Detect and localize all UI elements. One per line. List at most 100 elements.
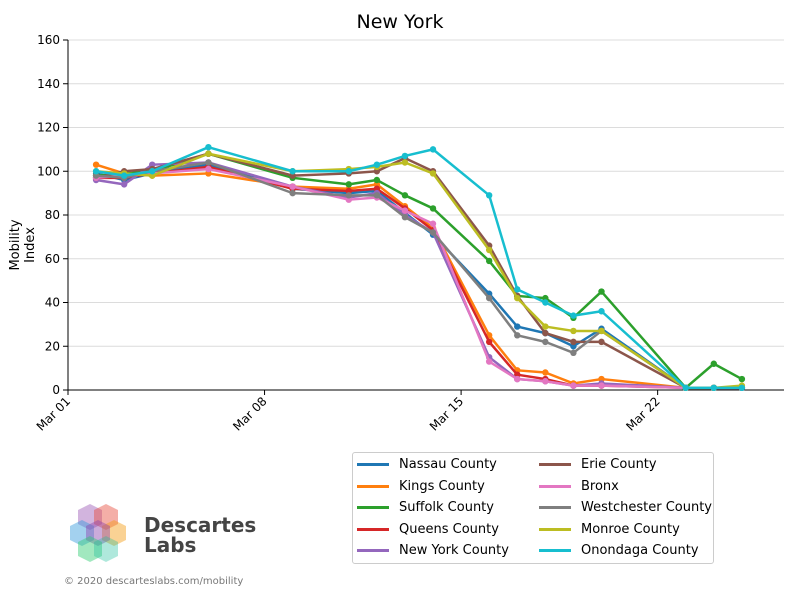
data-point-westchester-county <box>570 349 577 357</box>
legend-swatch <box>539 463 571 466</box>
data-point-westchester-county <box>542 338 549 346</box>
x-tick-label: Mar 08 <box>230 394 269 433</box>
legend-item: Bronx <box>539 478 619 496</box>
data-point-bronx <box>401 207 409 214</box>
data-point-queens-county <box>373 185 381 192</box>
legend-item: New York County <box>357 542 509 560</box>
legend-label: Erie County <box>581 457 657 472</box>
data-point-bronx <box>598 382 605 389</box>
y-tick-label: 40 <box>45 296 60 310</box>
x-tick-label: Mar 01 <box>34 394 73 433</box>
legend-swatch <box>539 506 571 509</box>
data-point-suffolk-county <box>401 192 409 199</box>
y-tick-label: 60 <box>45 252 60 266</box>
y-tick-label: 120 <box>37 121 60 135</box>
data-point-onondaga-county <box>542 299 549 306</box>
data-point-westchester-county <box>401 213 409 221</box>
data-point-monroe-county <box>149 172 156 179</box>
data-point-suffolk-county <box>429 205 437 212</box>
logo-hexagons-icon <box>70 504 126 562</box>
data-point-kings-county <box>373 181 381 188</box>
data-point-suffolk-county <box>485 257 493 265</box>
data-point-onondaga-county <box>710 384 718 392</box>
legend-swatch <box>539 549 571 552</box>
data-point-erie-county <box>373 168 381 175</box>
legend-item: Monroe County <box>539 521 680 539</box>
data-point-bronx <box>289 183 296 190</box>
data-point-westchester-county <box>92 172 100 179</box>
legend-item: Erie County <box>539 456 657 474</box>
legend-label: Suffolk County <box>399 500 494 515</box>
data-point-suffolk-county <box>738 375 746 383</box>
legend-swatch <box>357 549 389 552</box>
data-point-monroe-county <box>514 294 521 302</box>
legend-item: Suffolk County <box>357 499 494 517</box>
logo-text-line2: Labs <box>144 533 197 557</box>
data-point-onondaga-county <box>149 168 156 175</box>
legend-item: Onondaga County <box>539 542 699 560</box>
legend-swatch <box>539 484 571 488</box>
y-tick-label: 140 <box>37 77 60 91</box>
data-point-suffolk-county <box>542 294 549 302</box>
logo-text: Descartes Labs <box>144 515 256 555</box>
chart-legend: Nassau County Kings County Suffolk County Q… <box>352 452 714 564</box>
legend-swatch <box>357 484 389 488</box>
series-line-kings-county <box>95 163 742 390</box>
data-point-monroe-county <box>429 170 437 177</box>
data-point-new-york-county <box>149 161 156 168</box>
data-point-onondaga-county <box>570 312 577 319</box>
data-point-suffolk-county <box>345 181 352 188</box>
data-point-onondaga-county <box>205 143 212 151</box>
data-point-onondaga-county <box>401 152 409 160</box>
legend-item: Queens County <box>357 521 499 539</box>
data-point-bronx <box>205 165 212 173</box>
data-point-onondaga-county <box>120 172 128 179</box>
legend-label: Nassau County <box>399 457 497 472</box>
data-point-onondaga-county <box>598 308 605 315</box>
data-point-monroe-county <box>598 327 605 335</box>
data-point-nassau-county <box>514 323 521 330</box>
legend-swatch <box>357 506 389 509</box>
data-point-erie-county <box>542 329 549 337</box>
y-tick-label: 20 <box>45 339 60 353</box>
legend-swatch <box>357 527 389 531</box>
data-point-monroe-county <box>205 150 212 157</box>
data-point-erie-county <box>570 338 577 346</box>
data-point-new-york-county <box>120 181 128 188</box>
series-line-erie-county <box>95 152 742 390</box>
legend-label: Queens County <box>399 521 499 537</box>
series-line-onondaga-county <box>95 145 742 390</box>
data-point-westchester-county <box>429 229 437 236</box>
data-point-bronx <box>570 382 577 389</box>
data-point-monroe-county <box>485 246 493 254</box>
data-point-kings-county <box>542 369 549 376</box>
logo-text-line1: Descartes <box>144 513 257 537</box>
data-point-onondaga-county <box>682 384 689 392</box>
data-point-monroe-county <box>570 327 577 335</box>
y-tick-label: 0 <box>52 383 60 397</box>
data-point-onondaga-county <box>92 168 100 175</box>
y-tick-label: 100 <box>37 164 60 178</box>
data-point-westchester-county <box>345 192 352 199</box>
legend-item: Kings County <box>357 478 485 496</box>
data-point-onondaga-county <box>485 192 493 199</box>
data-point-kings-county <box>598 375 605 383</box>
chart-title: New York <box>356 11 444 33</box>
data-point-bronx <box>514 375 521 383</box>
data-point-onondaga-county <box>345 168 352 175</box>
legend-label: Bronx <box>581 478 619 494</box>
x-tick-label: Mar 22 <box>623 394 662 433</box>
data-point-suffolk-county <box>373 176 381 184</box>
x-tick-label: Mar 15 <box>427 394 466 433</box>
data-point-queens-county <box>485 338 493 346</box>
data-point-kings-county <box>205 170 212 177</box>
data-point-monroe-county <box>542 323 549 330</box>
legend-swatch <box>539 527 571 531</box>
descartes-labs-logo: Descartes Labs <box>64 500 264 570</box>
series-line-queens-county <box>96 165 742 390</box>
data-point-kings-county <box>92 161 100 168</box>
data-point-westchester-county <box>514 332 521 339</box>
data-point-bronx <box>542 378 549 385</box>
series-line-monroe-county <box>95 152 742 390</box>
